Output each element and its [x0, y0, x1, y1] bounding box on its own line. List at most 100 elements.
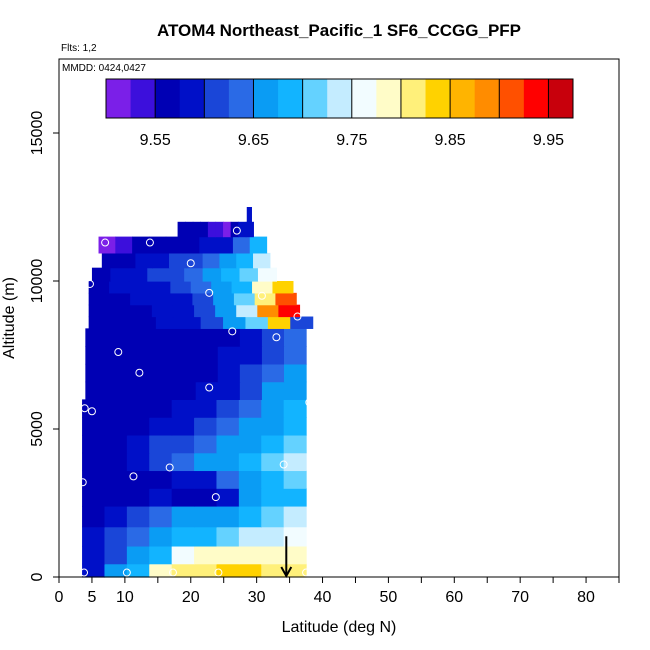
heatmap-cell: [126, 470, 150, 489]
heatmap-cell: [215, 221, 224, 238]
heatmap-cell: [129, 281, 151, 294]
heatmap-cell: [185, 252, 204, 269]
heatmap-cell: [109, 304, 132, 318]
heatmap-cell: [230, 221, 239, 238]
heatmap-cell: [104, 470, 128, 489]
heatmap-cell: [194, 488, 218, 507]
heatmap-cell: [195, 328, 219, 347]
heatmap-cell: [173, 346, 197, 365]
sample-point: [305, 398, 314, 407]
heatmap-cell: [82, 563, 106, 578]
heatmap-cell: [149, 281, 171, 294]
heatmap-cell: [126, 526, 150, 547]
heatmap-cell: [278, 304, 301, 318]
heatmap-cell: [107, 381, 131, 400]
y-axis: 0 5000 10000 15000: [29, 111, 59, 581]
heatmap-cell: [239, 346, 263, 365]
heatmap-cell: [238, 545, 262, 565]
heatmap-cell: [249, 236, 268, 254]
heatmap-cell: [232, 236, 251, 254]
heatmap-cell: [184, 267, 204, 282]
heatmap-cell: [216, 434, 240, 454]
colorbar-swatch: [474, 79, 500, 118]
heatmap-cell: [173, 363, 197, 383]
sample-point: [80, 568, 89, 577]
heatmap-cell: [194, 304, 216, 318]
colorbar-tick-label: 9.95: [533, 132, 564, 149]
flights-label: Flts: 1,2: [61, 43, 97, 54]
sample-point: [168, 568, 177, 577]
colorbar-tick-label: 9.65: [238, 132, 269, 149]
sample-point: [257, 291, 266, 300]
heatmap-cell: [194, 417, 218, 436]
heatmap-cell: [238, 526, 262, 547]
heatmap-cell: [171, 526, 195, 547]
colorbar-tick-label: 9.55: [140, 132, 171, 149]
x-tick-label: 70: [511, 589, 529, 606]
arrow-head: [280, 566, 293, 579]
colorbar-tick-label: 9.75: [336, 132, 367, 149]
heatmap-cell: [172, 304, 195, 318]
heatmap-cell: [216, 399, 240, 418]
heatmap-cell: [223, 316, 247, 329]
heatmap-cell: [126, 563, 150, 578]
colorbar-border: [105, 78, 574, 119]
heatmap-cell: [194, 452, 218, 472]
heatmap-cell: [257, 304, 279, 318]
heatmap-cell: [223, 221, 232, 238]
heatmap-cell: [283, 470, 307, 489]
heatmap-cell: [126, 505, 150, 528]
heatmap-cell: [216, 563, 240, 578]
heatmap-cell: [238, 488, 262, 507]
heatmap-cell: [82, 417, 106, 436]
heatmap-cell: [192, 221, 201, 238]
heatmap-cell: [178, 316, 202, 329]
heatmap-cell: [217, 363, 241, 383]
heatmap-cell: [200, 316, 224, 329]
heatmap-cell: [147, 267, 167, 282]
heatmap-cell: [171, 452, 195, 472]
colorbar-swatch: [179, 79, 205, 118]
heatmap-cell: [261, 545, 285, 565]
heatmap-cell: [126, 545, 150, 565]
heatmap-cell: [216, 488, 240, 507]
heatmap-cell: [129, 328, 153, 347]
colorbar-swatch: [327, 79, 353, 118]
heatmap-cell: [82, 488, 106, 507]
heatmap-cell: [85, 381, 109, 400]
heatmap-cell: [261, 399, 285, 418]
heatmap-cell: [221, 267, 241, 282]
heatmap-cell: [217, 381, 241, 400]
heatmap-cell: [207, 221, 217, 238]
y-tick-label: 0: [29, 572, 46, 581]
colorbar-swatch: [302, 79, 328, 118]
x-tick-label: 10: [116, 589, 134, 606]
heatmap-cell: [238, 505, 262, 528]
y-tick-label: 10000: [29, 259, 46, 304]
heatmap-cell: [151, 363, 175, 383]
sample-point: [302, 568, 311, 577]
heatmap-cell: [283, 434, 307, 454]
heatmap-cell: [239, 328, 263, 347]
heatmap-cell: [104, 505, 128, 528]
x-tick-label: 0: [55, 589, 64, 606]
heatmap-cell: [82, 545, 106, 565]
heatmap-cell: [261, 488, 285, 507]
heatmap-cell: [171, 505, 195, 528]
heatmap-cell: [149, 417, 173, 436]
heatmap-cell: [177, 221, 186, 238]
colorbar-swatch: [548, 79, 574, 118]
heatmap-cell: [170, 281, 192, 294]
x-tick-label: 40: [314, 589, 332, 606]
heatmap-cell: [88, 292, 110, 306]
heatmap-cell: [217, 346, 241, 365]
sample-point: [272, 333, 281, 342]
heatmap-cell: [82, 452, 106, 472]
heatmap-cell: [110, 267, 130, 282]
heatmap-cell: [202, 252, 221, 269]
heatmap-cell: [133, 316, 157, 329]
heatmap-cell: [101, 252, 120, 269]
heatmap-cell: [283, 399, 307, 418]
heatmap-cell: [194, 545, 218, 565]
heatmap-cell: [149, 545, 173, 565]
